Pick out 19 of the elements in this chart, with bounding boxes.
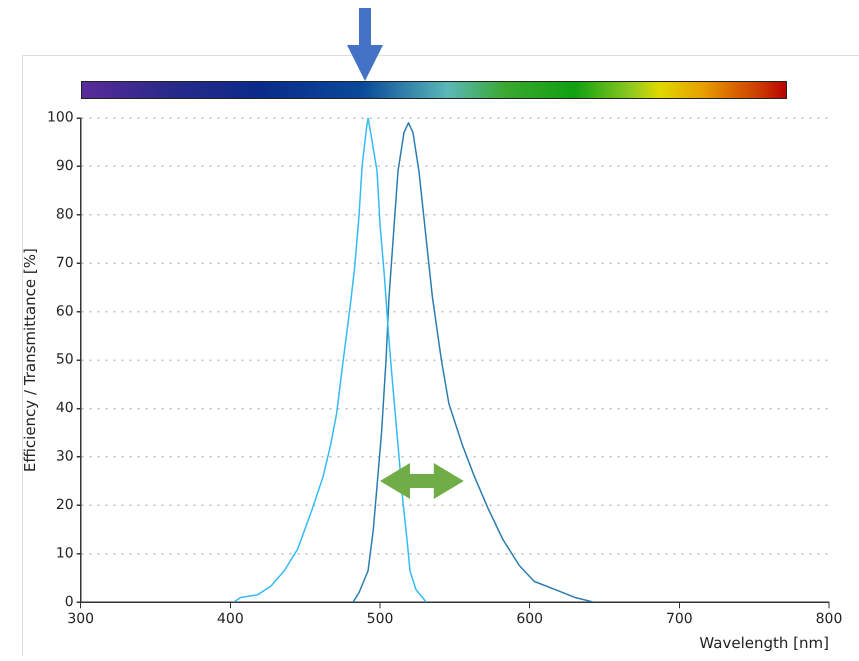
y-tick-label: 20	[56, 497, 74, 513]
y-tick-label: 30	[56, 448, 74, 465]
x-axis-title: Wavelength [nm]	[699, 634, 829, 652]
y-tick-label: 10	[56, 545, 74, 562]
y-tick-label: 100	[46, 110, 74, 126]
y-tick-label: 0	[64, 594, 74, 610]
x-tick-label: 600	[516, 611, 544, 628]
y-tick-label: 50	[56, 352, 74, 368]
x-tick-label: 500	[366, 611, 394, 628]
x-tick-label: 400	[217, 611, 244, 628]
y-tick-label: 80	[56, 206, 74, 222]
x-tick-label: 300	[67, 611, 94, 628]
y-tick-label: 40	[56, 400, 74, 416]
x-tick-label: 700	[666, 611, 693, 628]
y-axis-title: Efficiency / Transmittance [%]	[20, 248, 39, 472]
y-tick-label: 60	[56, 303, 74, 320]
y-tick-label: 70	[56, 254, 74, 271]
x-tick-label: 800	[816, 611, 842, 628]
y-tick-label: 90	[56, 158, 74, 174]
